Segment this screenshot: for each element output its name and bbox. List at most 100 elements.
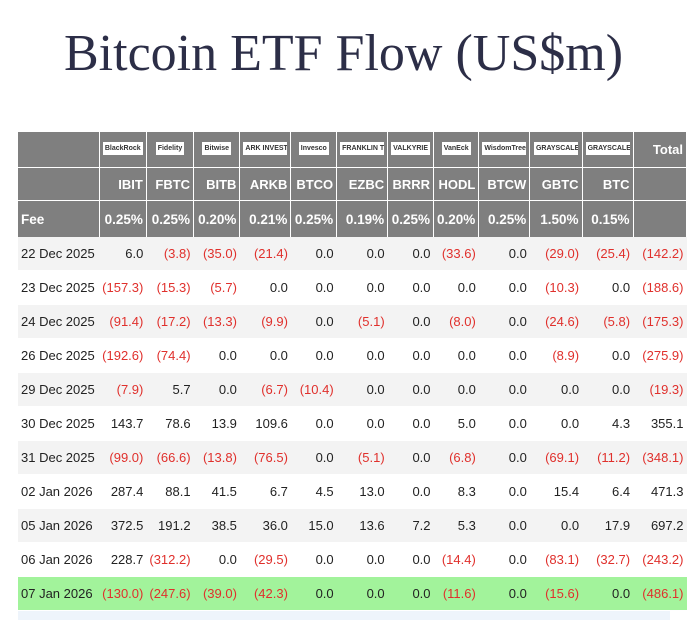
flow: (39.0)	[193, 576, 240, 611]
flow: 0.0	[478, 237, 530, 271]
ticker: EZBC	[336, 167, 389, 201]
flow: 0.0	[387, 270, 434, 305]
total-flow: (348.1)	[633, 440, 687, 475]
flow: 0.0	[582, 372, 634, 407]
total-flow: (275.9)	[633, 338, 687, 373]
total-flow: 471.3	[633, 474, 687, 509]
page-title: Bitcoin ETF Flow (US$m)	[63, 25, 624, 82]
flow: (25.4)	[582, 237, 634, 271]
flow: 0.0	[478, 440, 530, 475]
ticker: BITB	[193, 167, 241, 201]
flow: 88.1	[146, 474, 194, 509]
fee: 0.21%	[239, 200, 292, 237]
flow: 0.0	[387, 576, 434, 611]
flow: 13.6	[336, 508, 388, 543]
flow: (5.1)	[336, 304, 388, 339]
flow: 143.7	[99, 406, 147, 441]
flow-table: BlackRock Fidelity Bitwise ARK INVEST Invesc…	[18, 132, 687, 611]
flow: (192.6)	[99, 338, 147, 373]
logo-cell: BlackRock	[99, 132, 147, 168]
date: 24 Dec 2025	[18, 304, 100, 339]
fee: 0.25%	[99, 200, 147, 237]
fee: 0.25%	[290, 200, 338, 237]
flow: (15.3)	[146, 270, 194, 305]
flow: 109.6	[239, 406, 291, 441]
logo-cell: ARK INVEST	[239, 132, 292, 168]
ticker: HODL	[433, 167, 480, 201]
flow: 0.0	[529, 406, 583, 441]
flow: 7.2	[387, 508, 434, 543]
total-flow: (486.1)	[633, 576, 687, 611]
flow: (24.6)	[529, 304, 583, 339]
flow: 0.0	[529, 508, 583, 543]
issuer-logo: Bitwise	[202, 141, 231, 155]
flow: 0.0	[478, 338, 530, 373]
flow: (8.0)	[433, 304, 479, 339]
logo-cell: WisdomTree	[478, 132, 531, 168]
issuer-logo: VanEck	[441, 141, 471, 155]
logo-row: BlackRock Fidelity Bitwise ARK INVEST Invesc…	[18, 132, 687, 168]
flow: (9.9)	[239, 304, 291, 339]
fee: 0.20%	[193, 200, 241, 237]
date: 26 Dec 2025	[18, 338, 100, 373]
flow: 372.5	[99, 508, 147, 543]
total-flow: 355.1	[633, 406, 687, 441]
date: 29 Dec 2025	[18, 372, 100, 407]
fee: 0.25%	[478, 200, 531, 237]
issuer-logo: Invesco	[298, 141, 329, 155]
flow: 0.0	[239, 338, 291, 373]
date: 02 Jan 2026	[18, 474, 100, 509]
ticker: BTCO	[290, 167, 338, 201]
flow: 8.3	[433, 474, 479, 509]
total-flow: (175.3)	[633, 304, 687, 339]
flow: 0.0	[336, 542, 388, 577]
flow: 0.0	[193, 338, 240, 373]
logo-cell: GRAYSCALE	[529, 132, 583, 168]
issuer-logo: GRAYSCALE	[533, 141, 578, 155]
flow: 15.4	[529, 474, 583, 509]
logo-cell: Invesco	[290, 132, 338, 168]
corner-cell	[18, 167, 100, 201]
flow: 0.0	[336, 237, 388, 271]
flow: (17.2)	[146, 304, 194, 339]
flow: (130.0)	[99, 576, 147, 611]
flow: 0.0	[478, 542, 530, 577]
flow: (35.0)	[193, 237, 240, 271]
fee: 0.15%	[582, 200, 634, 237]
flow: 5.7	[146, 372, 194, 407]
flow: 0.0	[290, 304, 337, 339]
flow: 0.0	[387, 338, 434, 373]
flow: 0.0	[582, 270, 634, 305]
logo-cell: FRANKLIN TEMPLETON	[336, 132, 389, 168]
flow-row: 05 Jan 2026 372.5 191.2 38.5 36.0 15.0 13.6 7.2…	[18, 508, 687, 543]
date: 22 Dec 2025	[18, 237, 100, 271]
total-flow: (142.2)	[633, 237, 687, 271]
date: 06 Jan 2026	[18, 542, 100, 577]
flow: 287.4	[99, 474, 147, 509]
logo-cell: Fidelity	[146, 132, 195, 168]
flow: 0.0	[290, 542, 337, 577]
total-header: Total	[633, 132, 687, 168]
flow-row: 24 Dec 2025 (91.4) (17.2) (13.3) (9.9) 0.0 (5.…	[18, 304, 687, 339]
flow: 4.5	[290, 474, 337, 509]
flow: 0.0	[290, 440, 337, 475]
flow: (11.2)	[582, 440, 634, 475]
fee: 1.50%	[529, 200, 583, 237]
total-flow: (19.3)	[633, 372, 687, 407]
flow-row: 07 Jan 2026 (130.0) (247.6) (39.0) (42.3) 0.0…	[18, 576, 687, 611]
flow: 13.9	[193, 406, 240, 441]
flow: 5.0	[433, 406, 479, 441]
flow: 0.0	[193, 372, 240, 407]
date: 31 Dec 2025	[18, 440, 100, 475]
flow: (13.3)	[193, 304, 240, 339]
logo-cell: GRAYSCALE	[582, 132, 634, 168]
total-flow: (243.2)	[633, 542, 687, 577]
flow: 0.0	[387, 304, 434, 339]
flow: (3.8)	[146, 237, 194, 271]
flow: (10.4)	[290, 372, 337, 407]
flow: (5.8)	[582, 304, 634, 339]
flow: 0.0	[433, 270, 479, 305]
flow: (11.6)	[433, 576, 479, 611]
flow: (5.1)	[336, 440, 388, 475]
